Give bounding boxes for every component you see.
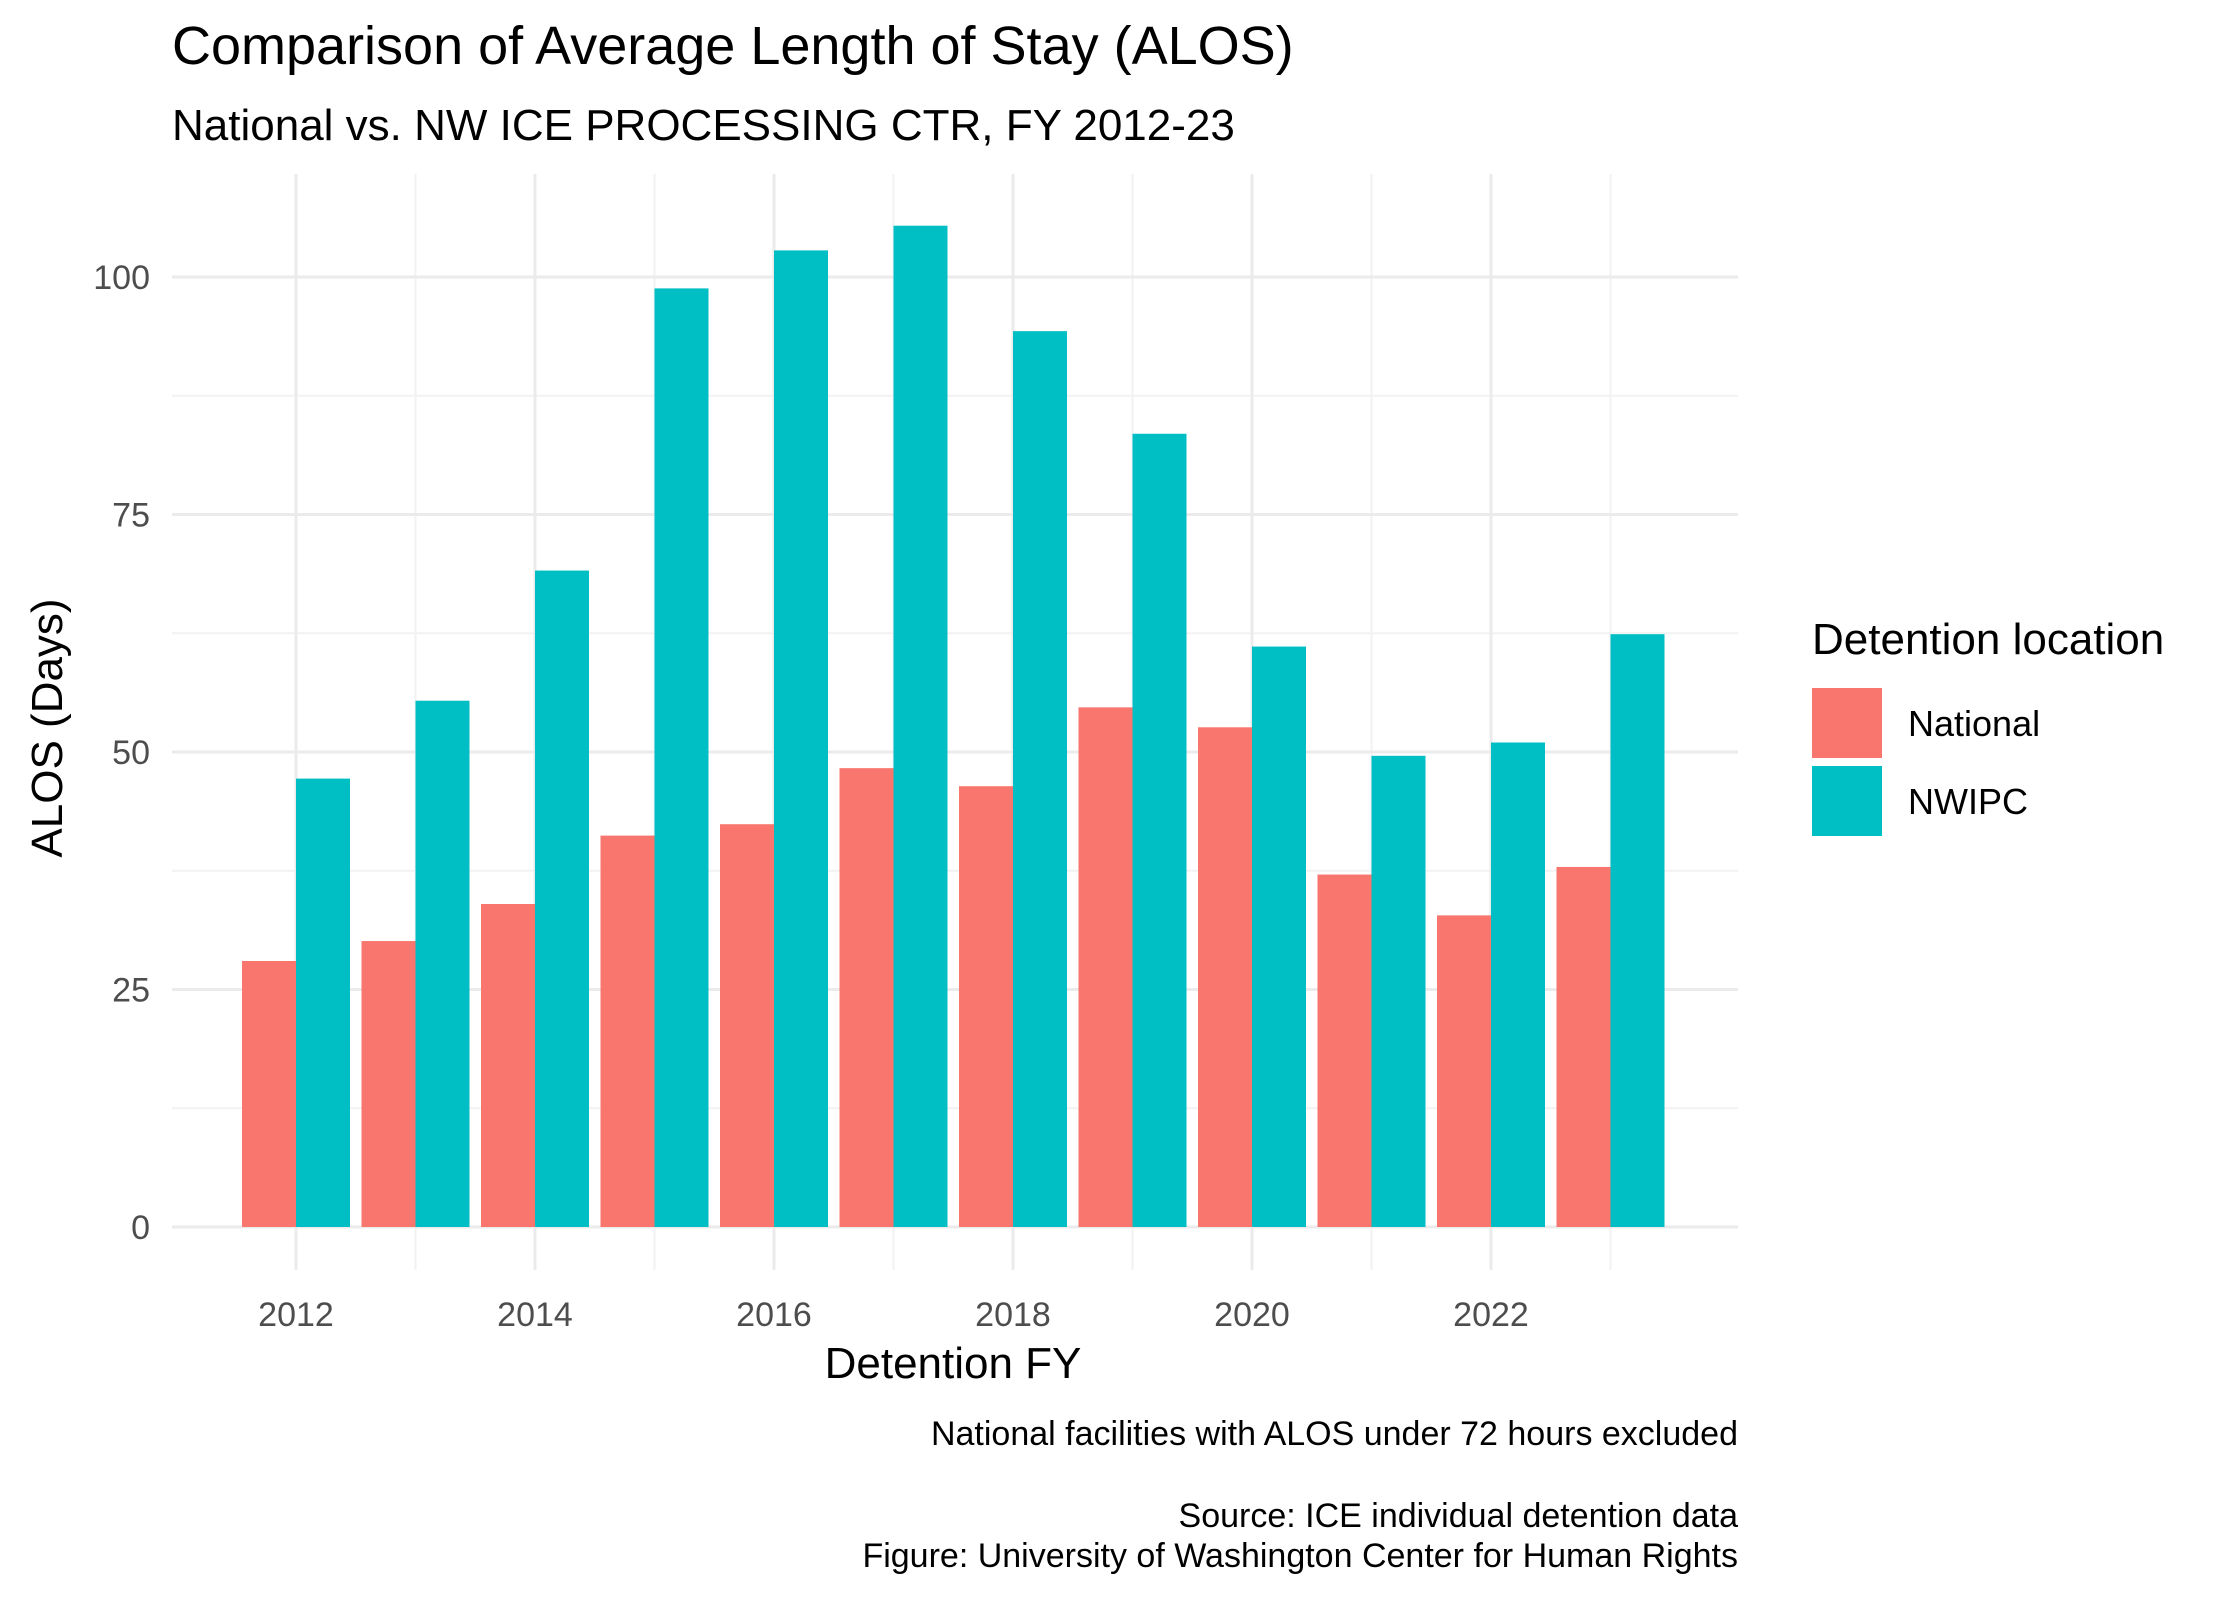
legend-title: Detention location — [1812, 615, 2164, 664]
bar-nwipc-2016 — [774, 250, 828, 1227]
y-tick-label: 50 — [112, 734, 150, 772]
caption-line: Figure: University of Washington Center … — [862, 1537, 1738, 1575]
caption: National facilities with ALOS under 72 h… — [862, 1415, 1738, 1575]
bar-national-2014 — [481, 904, 535, 1227]
bar-nwipc-2017 — [893, 225, 948, 1227]
y-tick-label: 75 — [112, 497, 150, 535]
x-tick-label: 2012 — [258, 1296, 334, 1334]
y-axis-title: ALOS (Days) — [23, 598, 72, 857]
bar-nwipc-2023 — [1610, 634, 1665, 1227]
bar-nwipc-2018 — [1013, 331, 1067, 1227]
bar-national-2019 — [1078, 707, 1133, 1227]
y-tick-label: 0 — [131, 1209, 150, 1247]
bar-national-2018 — [959, 786, 1013, 1227]
caption-line: National facilities with ALOS under 72 h… — [931, 1415, 1738, 1453]
chart-subtitle: National vs. NW ICE PROCESSING CTR, FY 2… — [172, 101, 1235, 150]
bar-national-2023 — [1556, 866, 1611, 1227]
x-axis-title: Detention FY — [825, 1339, 1082, 1388]
legend-label-nwipc: NWIPC — [1908, 781, 2028, 822]
bar-nwipc-2012 — [296, 778, 350, 1227]
bar-nwipc-2014 — [535, 570, 589, 1227]
bar-nwipc-2015 — [654, 288, 709, 1227]
bar-nwipc-2013 — [415, 700, 470, 1227]
y-axis-ticks: 0 25 50 75 100 — [93, 259, 150, 1247]
bar-nwipc-2020 — [1252, 646, 1306, 1227]
bar-national-2013 — [361, 941, 416, 1227]
chart-title: Comparison of Average Length of Stay (AL… — [172, 16, 1294, 76]
bar-national-2022 — [1437, 915, 1491, 1227]
x-tick-label: 2014 — [497, 1296, 573, 1334]
bar-national-2017 — [839, 768, 894, 1227]
x-tick-label: 2020 — [1214, 1296, 1290, 1334]
x-tick-label: 2018 — [975, 1296, 1051, 1334]
caption-line: Source: ICE individual detention data — [1179, 1497, 1739, 1535]
bar-nwipc-2021 — [1371, 755, 1426, 1227]
bar-national-2012 — [242, 961, 296, 1227]
bars — [242, 225, 1665, 1227]
legend: Detention location National NWIPC — [1812, 615, 2164, 836]
y-tick-label: 25 — [112, 972, 150, 1010]
x-tick-label: 2022 — [1453, 1296, 1529, 1334]
x-axis-ticks: 2012 2014 2016 2018 2020 2022 — [258, 1296, 1529, 1334]
bar-national-2015 — [600, 835, 655, 1227]
legend-key-national — [1812, 688, 1882, 758]
bar-national-2016 — [720, 824, 774, 1227]
legend-label-national: National — [1908, 703, 2040, 744]
x-tick-label: 2016 — [736, 1296, 812, 1334]
bar-national-2020 — [1198, 727, 1252, 1227]
y-tick-label: 100 — [93, 259, 150, 297]
bar-national-2021 — [1317, 874, 1372, 1227]
bar-nwipc-2019 — [1132, 433, 1187, 1227]
bar-nwipc-2022 — [1491, 742, 1545, 1227]
legend-key-nwipc — [1812, 766, 1882, 836]
